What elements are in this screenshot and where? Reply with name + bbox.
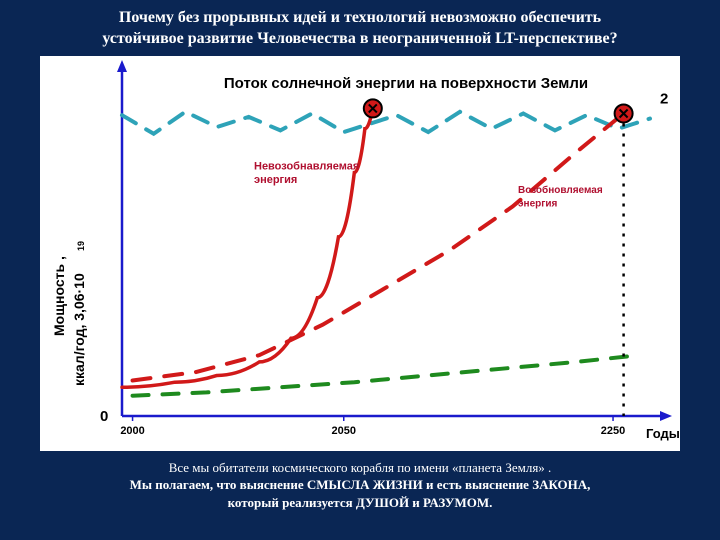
slide-footer: Все мы обитатели космического корабля по…: [20, 459, 700, 512]
svg-text:19: 19: [76, 241, 86, 251]
footer-line-1: Все мы обитатели космического корабля по…: [169, 460, 552, 475]
footer-line-2: Мы полагаем, что выяснение СМЫСЛА ЖИЗНИ …: [130, 477, 591, 492]
svg-text:2000: 2000: [120, 425, 144, 437]
svg-text:2250: 2250: [601, 425, 625, 437]
chart: 0 2 2000 2050 2250 Годы Мощность ,ккал/год, 3,…: [40, 56, 680, 451]
chart-svg: 0 2 2000 2050 2250 Годы Мощность ,ккал/год, 3,…: [40, 56, 680, 451]
title-line-1: Почему без прорывных идей и технологий н…: [119, 9, 601, 26]
svg-text:энергия: энергия: [518, 198, 558, 209]
svg-text:Невозобнавляемая: Невозобнавляемая: [254, 160, 359, 172]
slide-title: Почему без прорывных идей и технологий н…: [20, 8, 700, 50]
svg-text:2050: 2050: [332, 425, 356, 437]
title-line-2: устойчивое развитие Человечества в неогр…: [102, 30, 617, 47]
svg-text:2: 2: [660, 90, 668, 107]
svg-text:Мощность ,: Мощность ,: [51, 256, 67, 336]
svg-text:Поток солнечной энергии на пов: Поток солнечной энергии на поверхности З…: [224, 75, 588, 92]
footer-line-3: который реализуется ДУШОЙ и РАЗУМОМ.: [228, 495, 493, 510]
svg-text:энергия: энергия: [254, 173, 297, 185]
svg-text:ккал/год, 3,06·10: ккал/год, 3,06·10: [71, 273, 87, 386]
svg-text:Годы: Годы: [646, 426, 680, 441]
svg-text:0: 0: [100, 408, 108, 425]
svg-text:Возобновляемая: Возобновляемая: [518, 184, 603, 196]
